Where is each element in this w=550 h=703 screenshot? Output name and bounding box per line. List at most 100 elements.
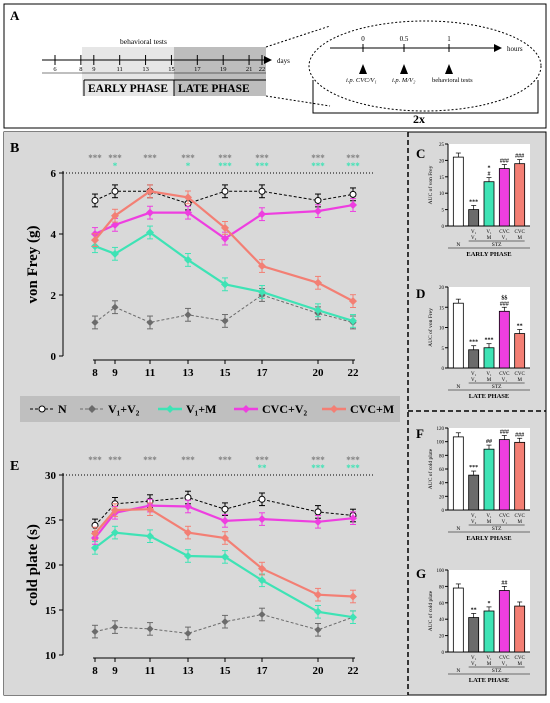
late-phase-label: LATE PHASE [178,83,250,95]
bar-xlabel-top: V₁ [486,230,492,235]
point-CVCM [221,534,229,542]
day-tick-label: 17 [194,66,201,73]
sig-v1m: *** [311,161,325,171]
x-tick-label: 20 [313,665,325,677]
y-tick-label: 40 [439,482,445,487]
x-tick-label: 20 [313,367,325,379]
y-axis-label: AUC of von Frey [427,308,434,347]
series-line-N [94,190,354,205]
legend-marker [38,405,46,413]
bar-xlabel-bottom: V₁ [502,662,508,667]
bar-xlabel-top: CVC [515,514,526,519]
point-V1V2 [258,610,266,619]
panel-f-letter: F [416,426,424,441]
y-tick-label: 100 [437,569,445,574]
late-phase-shade [174,47,266,96]
bar-xlabel-top: V₁ [486,372,492,377]
sig-v1m: ** [258,463,268,473]
bar-CVCV2 [498,439,510,511]
y-tick-label: 20 [45,560,57,572]
bar-CVCV2 [498,590,510,653]
point-V1M [349,316,357,325]
day-tick-label: 9 [92,66,95,73]
legend-marker [242,405,250,413]
x-tick-label: 17 [257,367,269,379]
inset-label-1: i.p. CVC/V₁ [346,77,377,84]
bar-xlabel-bottom: V₁ [502,520,508,525]
point-CVCM [258,262,266,271]
bar-xlabel-bottom: V₂ [471,662,477,667]
panel-c-letter: C [416,146,425,161]
group-stz-label: STZ [492,668,502,674]
group-stz-label: STZ [492,242,502,248]
sig-v1v2: *** [88,153,102,163]
point-N [221,187,229,195]
bar-xlabel-top: CVC [499,372,510,377]
x-tick-label: 22 [348,367,360,379]
point-N [314,196,322,204]
sig-v1m: *** [346,161,360,171]
y-axis-label: cold plate (s) [25,524,41,606]
bar-V1V2 [468,349,480,369]
y-tick-label: 20 [439,159,445,164]
day-tick-label: 19 [220,66,227,73]
inset-label-3: behavioral tests [432,77,473,84]
y-tick-label: 0 [51,351,57,363]
point-N [111,187,119,195]
sig-v1v2: *** [181,455,195,465]
bar-sig: ** [517,324,523,330]
point-CVCV2 [349,514,357,523]
behavioral-label: behavioral tests [120,37,167,46]
legend-marker [330,405,338,413]
bar-sig: ### [515,154,524,160]
point-CVCM [91,236,99,245]
point-CVCM [221,223,229,232]
bar-xlabel-bottom: V₂ [471,520,477,525]
bar-xlabel-top: CVC [499,514,510,519]
sig-v1v2: *** [255,153,269,163]
point-V1M [258,287,266,296]
point-CVCV2 [221,516,229,525]
bar-V1M [483,610,495,653]
point-N [221,505,229,513]
sig-v1v2: *** [311,455,325,465]
sig-v1m: * [186,161,191,171]
bar-xlabel-bottom: M [517,378,522,383]
legend-label: N [58,402,67,416]
point-CVCV2 [221,234,229,243]
sig-v1v2: *** [346,153,360,163]
bar-xlabel-top: V₁ [471,514,477,519]
sig-v1v2: *** [108,455,122,465]
sig-v1v2: *** [311,153,325,163]
days-ticks: 6 8 9 11 13 15 17 19 21 22 [53,55,265,73]
bar-xlabel-top: V₁ [486,656,492,661]
point-CVCM [111,506,119,515]
bar-sig: *** [469,340,478,346]
bar-sig: ### [515,432,524,438]
sig-v1v2: *** [346,455,360,465]
point-V1V2 [146,318,154,326]
panel-a: A behavioral tests 6 8 9 11 13 15 17 19 21 22 day… [3,3,547,129]
bar-CVCM [514,163,526,227]
series-line-V1V2 [94,294,354,323]
y-tick-label: 15 [439,306,445,311]
phase-label: LATE PHASE [469,677,510,684]
point-N [314,508,322,516]
day-tick-label: 21 [246,66,253,73]
x-tick-label: 13 [183,367,195,379]
point-V1V2 [184,629,192,637]
point-V1V2 [91,628,99,636]
x-tick-label: 11 [145,367,155,379]
point-V1M [111,528,119,537]
panel-g-letter: G [416,566,426,581]
point-CVCV2 [314,207,322,216]
point-V1M [314,306,322,315]
point-CVCM [349,592,357,601]
point-V1M [221,280,229,289]
bar-xlabel-bottom: M [517,662,522,667]
bar-xlabel-bottom: M [487,236,492,241]
point-V1M [184,552,192,560]
